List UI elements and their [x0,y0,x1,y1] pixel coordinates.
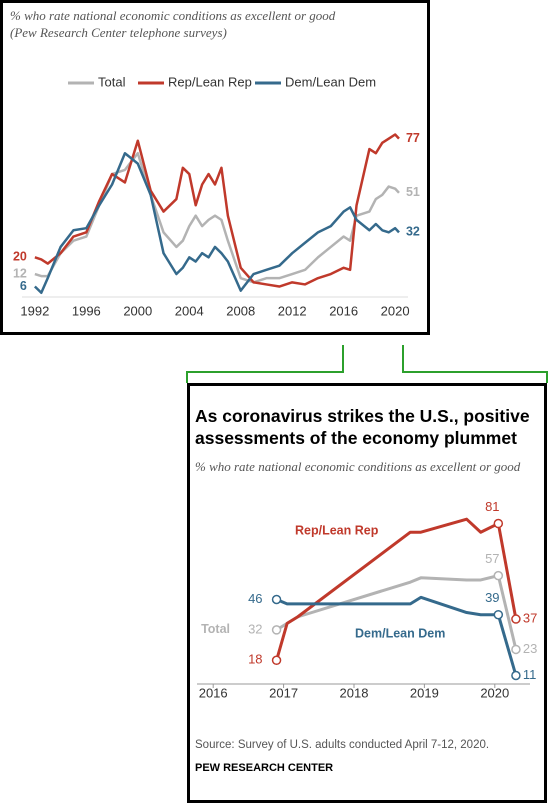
point-marker [271,594,282,605]
data-label: 32 [248,621,262,636]
x-tick-label: 2020 [381,303,410,318]
series-label: Dem/Lean Dem [355,626,445,640]
data-label: 81 [485,499,499,514]
data-label: 37 [523,610,537,625]
series-label: Rep/Lean Rep [295,523,379,537]
data-label: 39 [485,590,499,605]
point-marker [511,644,521,655]
data-label: 11 [523,667,537,682]
x-tick-label: 2004 [175,303,204,318]
data-label: 23 [523,641,537,656]
data-label: 57 [485,551,499,566]
point-marker [271,655,282,666]
data-label: 51 [406,185,420,199]
data-label: 77 [406,131,420,145]
x-tick-label: 2008 [226,303,255,318]
x-tick-label: 2020 [480,685,509,700]
x-tick-label: 2018 [340,685,369,700]
point-marker [511,670,521,681]
connector-line [186,345,344,383]
point-marker [493,570,504,581]
series-label: Total [201,622,230,636]
point-marker [493,609,504,620]
connector [186,345,548,383]
bottom-panel [187,383,547,803]
top-panel [0,0,430,335]
x-tick-label: 1996 [72,303,101,318]
x-tick-label: 2019 [410,685,439,700]
data-label: 20 [13,250,27,264]
point-marker [511,614,521,624]
x-tick-label: 2016 [199,685,228,700]
series-line [275,595,518,676]
legend-label: Total [98,74,126,89]
point-marker [493,518,504,529]
note: (Pew Research Center telephone surveys) [10,25,227,40]
series-line [275,517,518,661]
x-tick-label: 1992 [20,303,49,318]
data-label: 12 [13,266,27,280]
x-tick-label: 2000 [123,303,152,318]
x-tick-label: 2012 [278,303,307,318]
subtitle: % who rate national economic conditions … [195,459,521,474]
series-line [34,151,400,284]
data-label: 6 [20,279,27,293]
footer: PEW RESEARCH CENTER [195,762,333,774]
connector-line [402,345,548,383]
data-label: 18 [248,652,262,667]
x-tick-label: 2016 [329,303,358,318]
source: Source: Survey of U.S. adults conducted … [195,739,489,751]
data-label: 46 [248,591,262,606]
series-line [33,151,400,295]
data-label: 32 [406,225,420,239]
x-tick-label: 2017 [269,685,298,700]
legend-label: Dem/Lean Dem [285,74,376,89]
subtitle: % who rate national economic conditions … [10,8,336,23]
point-marker [271,625,282,635]
chart-title: As coronavirus strikes the U.S., positiv… [195,406,530,448]
legend-label: Rep/Lean Rep [168,74,252,89]
